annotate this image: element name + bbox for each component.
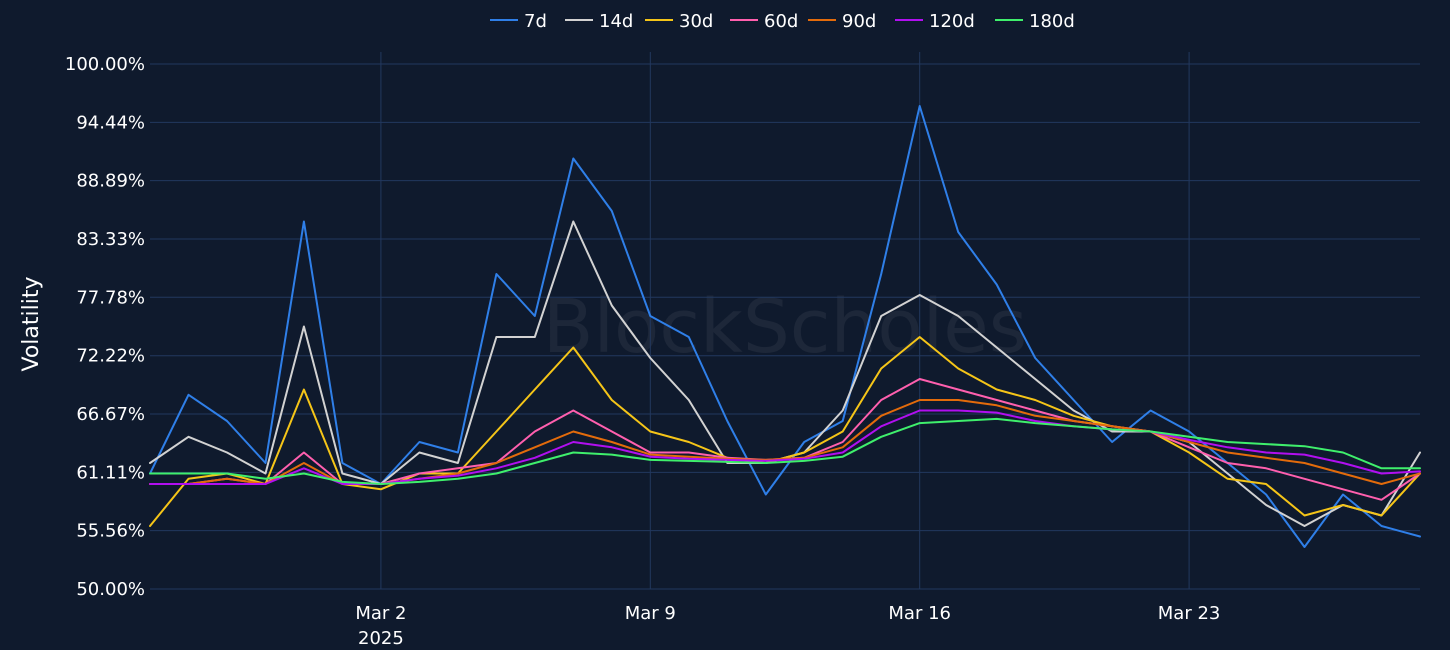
- series-line-30d: [149, 336, 1421, 527]
- legend-label-30d: 30d: [679, 11, 713, 32]
- grid-lines: [150, 52, 1420, 590]
- y-tick-label: 50.00%: [76, 579, 145, 600]
- legend-label-90d: 90d: [842, 11, 876, 32]
- y-tick-label: 72.22%: [76, 346, 145, 367]
- legend-label-14d: 14d: [599, 11, 633, 32]
- legend-label-7d: 7d: [524, 11, 547, 32]
- x-tick-label: Mar 16: [888, 603, 951, 624]
- y-tick-label: 55.56%: [76, 521, 145, 542]
- x-tick-label: Mar 2: [355, 603, 406, 624]
- y-tick-label: 88.89%: [76, 171, 145, 192]
- y-tick-label: 61.11%: [76, 462, 145, 483]
- legend-label-180d: 180d: [1029, 11, 1075, 32]
- x-tick-year-label: 2025: [358, 628, 404, 649]
- y-tick-label: 66.67%: [76, 404, 145, 425]
- y-tick-label: 100.00%: [65, 54, 145, 75]
- series-line-120d: [149, 409, 1421, 485]
- x-tick-label: Mar 23: [1158, 603, 1221, 624]
- y-tick-label: 83.33%: [76, 229, 145, 250]
- series-lines: [149, 105, 1421, 548]
- y-tick-label: 77.78%: [76, 287, 145, 308]
- legend-label-120d: 120d: [929, 11, 975, 32]
- x-tick-label: Mar 9: [625, 603, 676, 624]
- y-axis-title: Volatility: [19, 276, 44, 371]
- y-axis-ticks: 100.00% 94.44% 88.89% 83.33% 77.78% 72.22% 66.…: [65, 54, 145, 600]
- x-axis-ticks: Mar 2 2025 Mar 9 Mar 16 Mar 23: [355, 603, 1220, 649]
- legend: 7d 14d 30d 60d 90d 120d 180d: [490, 11, 1075, 32]
- series-line-180d: [149, 417, 1421, 485]
- legend-label-60d: 60d: [764, 11, 798, 32]
- y-tick-label: 94.44%: [76, 112, 145, 133]
